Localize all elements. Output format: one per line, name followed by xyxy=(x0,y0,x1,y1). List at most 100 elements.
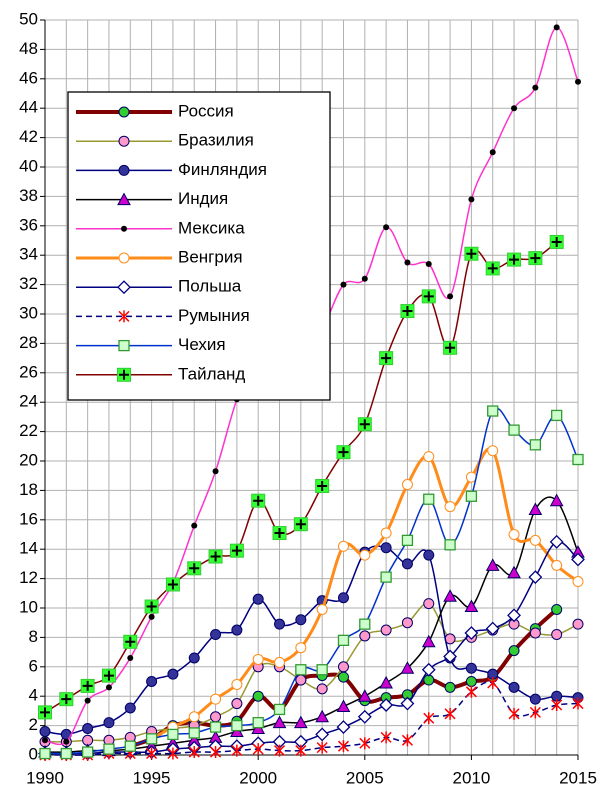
marker-plus xyxy=(445,342,456,353)
marker xyxy=(465,490,478,502)
marker xyxy=(336,445,351,460)
marker xyxy=(105,684,112,691)
marker xyxy=(443,340,458,355)
x-tick-label: 2005 xyxy=(346,768,384,787)
marker xyxy=(359,737,371,750)
marker xyxy=(464,626,479,640)
marker-plus xyxy=(487,263,498,274)
marker xyxy=(572,697,584,710)
marker xyxy=(103,743,115,755)
marker xyxy=(117,280,131,295)
marker xyxy=(231,719,243,732)
legend-label: Польша xyxy=(178,277,242,296)
marker xyxy=(447,293,454,300)
marker xyxy=(549,534,564,549)
marker xyxy=(485,621,500,636)
marker xyxy=(293,715,308,729)
marker xyxy=(188,727,200,739)
x-tick-label: 1995 xyxy=(133,768,171,787)
marker xyxy=(551,559,563,571)
x-tick-label: 2000 xyxy=(239,768,277,787)
y-tick-label: 24 xyxy=(19,392,38,411)
legend-label: Мексика xyxy=(178,218,245,237)
marker xyxy=(571,552,585,567)
marker-plus xyxy=(61,694,72,705)
marker xyxy=(337,671,349,683)
y-tick-label: 0 xyxy=(29,744,38,763)
marker xyxy=(295,664,307,676)
marker xyxy=(101,668,116,683)
legend-entry: Румыния xyxy=(76,306,250,325)
marker xyxy=(252,717,264,729)
y-tick-label: 2 xyxy=(29,715,38,734)
marker xyxy=(425,261,432,268)
series-line xyxy=(45,681,579,756)
legend-label: Венгрия xyxy=(178,247,243,266)
marker xyxy=(357,417,372,432)
marker xyxy=(124,702,136,714)
marker-plus xyxy=(274,528,285,539)
marker xyxy=(551,699,563,712)
marker-plus xyxy=(40,707,50,718)
marker xyxy=(337,592,349,604)
marker xyxy=(404,259,411,266)
y-tick-label: 20 xyxy=(19,450,38,469)
marker xyxy=(468,196,475,203)
marker xyxy=(81,746,94,758)
marker xyxy=(359,618,371,630)
marker xyxy=(252,653,264,665)
marker xyxy=(532,84,539,91)
marker xyxy=(274,656,286,668)
marker xyxy=(146,747,158,760)
marker xyxy=(340,281,347,288)
y-tick-label: 34 xyxy=(19,245,38,264)
marker xyxy=(121,225,127,232)
marker xyxy=(444,707,456,720)
marker xyxy=(337,634,350,646)
marker xyxy=(272,526,287,541)
y-tick-label: 44 xyxy=(19,98,38,117)
marker-plus xyxy=(125,636,136,647)
marker xyxy=(59,692,74,707)
marker-plus xyxy=(466,248,477,259)
legend-label: Тайланд xyxy=(178,364,245,383)
marker xyxy=(361,275,368,282)
legend-entry: Финляндия xyxy=(76,160,267,179)
marker xyxy=(117,192,131,206)
marker xyxy=(511,105,518,112)
marker-plus xyxy=(381,353,392,364)
marker xyxy=(210,746,222,759)
marker xyxy=(231,744,243,757)
y-tick-label: 8 xyxy=(29,627,38,646)
legend-label: Финляндия xyxy=(178,160,267,179)
marker xyxy=(117,367,131,382)
marker xyxy=(231,678,243,690)
y-tick-label: 30 xyxy=(19,303,38,322)
marker xyxy=(274,618,286,630)
y-tick-label: 22 xyxy=(19,421,38,440)
marker xyxy=(295,744,307,757)
marker xyxy=(444,501,456,513)
marker xyxy=(212,468,219,475)
y-tick-label: 32 xyxy=(19,274,38,293)
marker xyxy=(508,681,520,693)
marker xyxy=(464,599,479,613)
marker xyxy=(423,451,435,463)
y-tick-label: 12 xyxy=(19,568,38,587)
marker xyxy=(118,164,130,176)
marker xyxy=(315,709,330,723)
y-tick-label: 38 xyxy=(19,186,38,205)
marker-plus xyxy=(295,519,306,530)
marker xyxy=(508,645,520,657)
marker xyxy=(252,743,264,756)
marker xyxy=(209,721,222,733)
y-tick-label: 26 xyxy=(19,362,38,381)
marker xyxy=(167,747,179,760)
marker-plus xyxy=(167,579,178,590)
marker xyxy=(401,734,413,747)
legend-label: Индия xyxy=(178,189,228,208)
marker xyxy=(295,674,307,686)
marker xyxy=(400,696,415,711)
marker-plus xyxy=(210,551,221,562)
